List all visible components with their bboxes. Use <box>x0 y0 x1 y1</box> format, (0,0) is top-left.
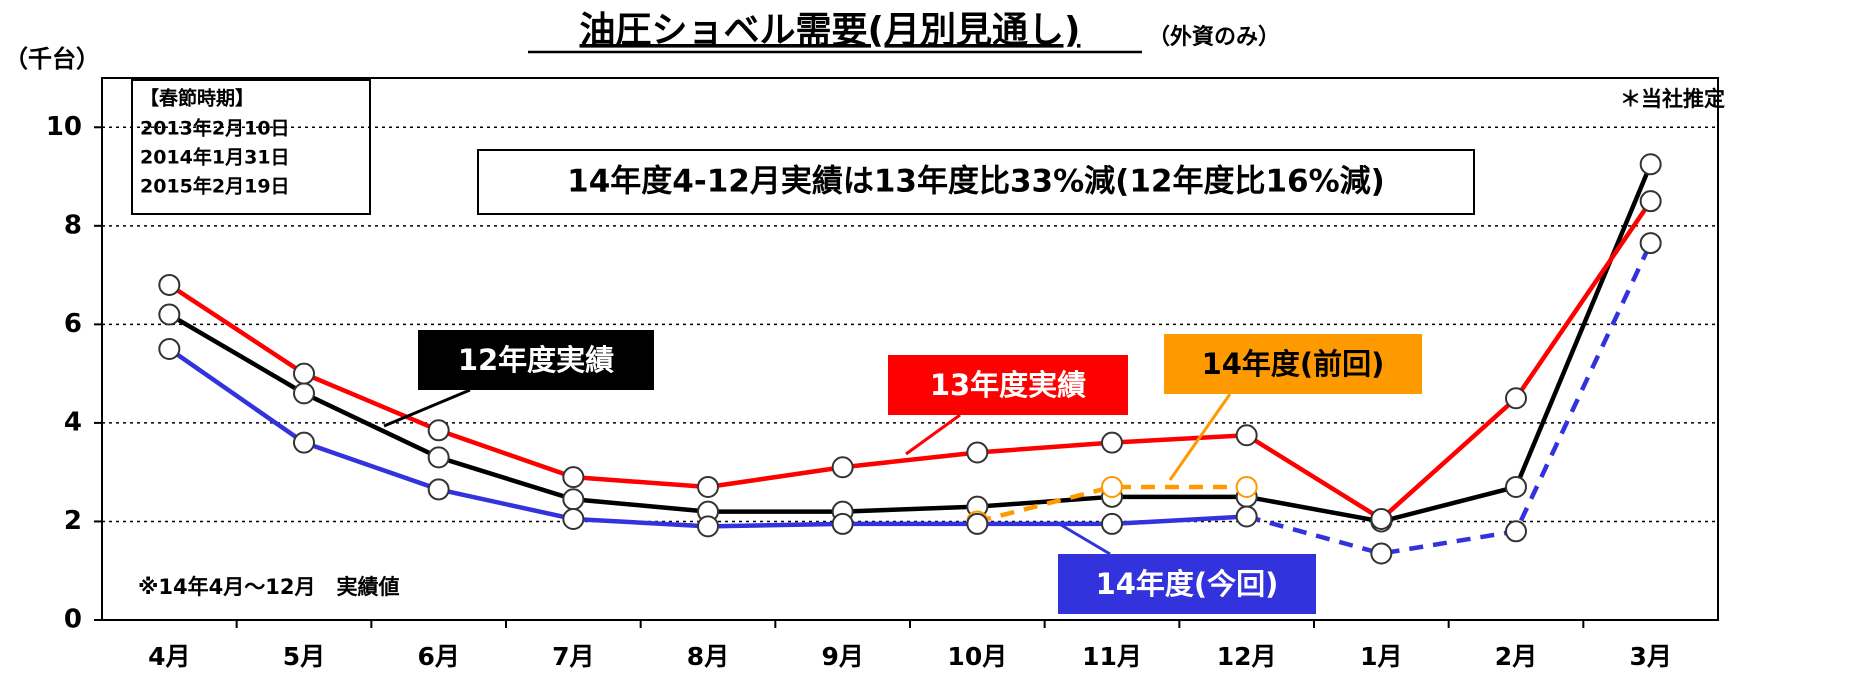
series-line <box>168 199 1653 522</box>
footnote: ※14年4月～12月 実績値 <box>138 575 399 599</box>
x-tick-label: 1月 <box>1360 642 1402 671</box>
spring-box <box>131 79 371 215</box>
x-tick-label: 3月 <box>1629 642 1671 671</box>
spring-date: 2015年2月19日 <box>140 175 290 198</box>
legend-label: 14年度(前回) <box>1202 347 1385 381</box>
estimate-note: ＊当社推定 <box>1620 87 1725 111</box>
marker <box>562 466 585 489</box>
y-tick-label: 0 <box>64 605 82 635</box>
series-line <box>976 484 1247 524</box>
x-tick-label: 8月 <box>687 642 729 671</box>
marker <box>158 303 181 326</box>
chart-subtitle: （外資のみ） <box>1148 24 1280 50</box>
y-tick-label: 10 <box>46 112 82 142</box>
marker <box>966 512 989 535</box>
marker <box>831 512 854 535</box>
series-line <box>1246 242 1653 556</box>
marker <box>1235 505 1258 528</box>
callout-box <box>1164 334 1422 394</box>
marker <box>697 515 719 538</box>
marker <box>293 362 315 385</box>
callout-pointer <box>383 388 471 428</box>
marker <box>1505 475 1527 498</box>
legend-label: 13年度実績 <box>930 368 1086 402</box>
marker <box>966 441 989 464</box>
marker <box>158 338 181 360</box>
marker <box>562 488 585 511</box>
legend-label: 14年度(今回) <box>1096 567 1279 601</box>
marker <box>1101 512 1123 535</box>
annotation: 14年度4-12月実績は13年度比33%減(12年度比16%減) <box>567 164 1385 200</box>
y-tick-label: 8 <box>64 210 82 240</box>
marker <box>1505 387 1527 410</box>
x-tick-label: 2月 <box>1495 642 1537 671</box>
x-tick-label: 12月 <box>1217 642 1277 671</box>
callout-box <box>1058 554 1316 614</box>
y-tick-label: 4 <box>64 407 82 437</box>
marker <box>427 478 450 501</box>
callout-pointer <box>1168 393 1232 481</box>
y-tick-label: 2 <box>64 506 82 536</box>
marker <box>1235 475 1258 498</box>
marker <box>1370 542 1393 565</box>
marker <box>293 382 315 405</box>
spring-date: 2014年1月31日 <box>140 146 290 169</box>
x-tick-label: 9月 <box>821 642 863 671</box>
marker <box>1639 232 1662 255</box>
x-tick-label: 10月 <box>947 642 1007 671</box>
marker <box>158 273 181 296</box>
chart-title: 油圧ショベル需要(月別見通し) <box>580 10 1081 51</box>
marker <box>427 419 450 442</box>
callout-box <box>418 330 654 390</box>
legend-label: 12年度実績 <box>458 343 614 377</box>
x-tick-label: 6月 <box>417 642 459 671</box>
marker <box>1639 153 1662 176</box>
x-tick-label: 5月 <box>283 642 325 671</box>
marker <box>1505 520 1527 543</box>
marker <box>427 446 450 469</box>
callout-pointer <box>905 413 961 456</box>
x-tick-label: 4月 <box>148 642 190 671</box>
marker <box>562 507 585 530</box>
marker <box>1370 507 1393 530</box>
marker <box>1639 190 1662 213</box>
marker <box>293 431 315 454</box>
x-tick-label: 7月 <box>552 642 594 671</box>
callout-box <box>888 355 1128 415</box>
marker <box>831 456 854 479</box>
marker <box>697 475 719 498</box>
series-line <box>168 163 1653 524</box>
marker <box>1101 475 1123 498</box>
y-tick-label: 6 <box>64 309 82 339</box>
spring-title: 【春節時期】 <box>140 87 254 110</box>
marker <box>1235 424 1258 447</box>
marker <box>1101 431 1123 454</box>
annotation-box <box>477 149 1475 215</box>
callout-pointer <box>1055 520 1111 556</box>
y-axis-label: （千台） <box>4 45 100 73</box>
x-tick-label: 11月 <box>1082 642 1142 671</box>
